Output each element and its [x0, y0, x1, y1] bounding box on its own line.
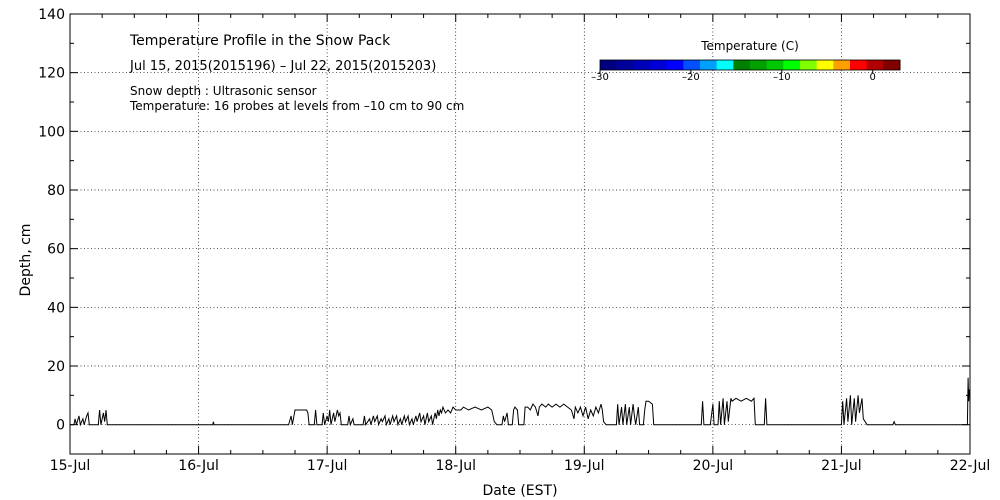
y-tick-label: 80	[47, 183, 65, 199]
axis-ticks	[69, 13, 971, 455]
x-tick-label: 20-Jul	[693, 458, 734, 474]
colorbar-tick-label: –10	[773, 72, 791, 83]
colorbar-swatch	[883, 60, 901, 70]
x-tick-label: 19-Jul	[564, 458, 605, 474]
colorbar-swatch	[666, 60, 684, 70]
colorbar-swatch	[783, 60, 801, 70]
colorbar-swatch	[850, 60, 868, 70]
colorbar-swatch	[600, 60, 618, 70]
colorbar-frame	[599, 59, 901, 71]
colorbar-swatch	[866, 60, 884, 70]
colorbar-tick-label: –30	[591, 72, 609, 83]
colorbar-swatch	[616, 60, 634, 70]
plot-frame	[69, 13, 971, 455]
colorbar-swatch	[800, 60, 818, 70]
colorbar-swatch	[733, 60, 751, 70]
series-line-snow-depth	[70, 377, 971, 427]
note-temperature-probes: Temperature: 16 probes at levels from –1…	[129, 99, 464, 113]
colorbar: –30 –20 –10 0	[591, 59, 901, 83]
x-tick-label: 15-Jul	[50, 458, 91, 474]
x-tick-label: 22-Jul	[950, 458, 991, 474]
chart-subtitle: Jul 15, 2015(2015196) – Jul 22, 2015(201…	[129, 59, 436, 74]
x-tick-label: 16-Jul	[178, 458, 219, 474]
axis-title-y: Depth, cm	[18, 224, 34, 297]
note-snow-depth: Snow depth : Ultrasonic sensor	[130, 84, 317, 98]
y-tick-label: 0	[56, 418, 65, 434]
colorbar-tick-label: 0	[870, 72, 876, 83]
axis-title-x: Date (EST)	[482, 483, 557, 499]
series-layer	[70, 377, 971, 427]
y-tick-label: 100	[38, 124, 65, 140]
colorbar-swatch	[700, 60, 718, 70]
colorbar-swatch	[716, 60, 734, 70]
chart-title: Temperature Profile in the Snow Pack	[129, 33, 391, 49]
colorbar-tick-label: –20	[682, 72, 700, 83]
colorbar-swatch	[750, 60, 768, 70]
y-tick-label: 60	[47, 242, 65, 258]
x-tick-label: 18-Jul	[435, 458, 476, 474]
x-tick-label: 21-Jul	[821, 458, 862, 474]
colorbar-swatch	[683, 60, 701, 70]
y-tick-label: 140	[38, 7, 65, 23]
colorbar-swatch	[766, 60, 784, 70]
colorbar-swatch	[650, 60, 668, 70]
colorbar-swatch	[816, 60, 834, 70]
y-tick-label: 20	[47, 359, 65, 375]
tick-labels: 15-Jul 16-Jul 17-Jul 18-Jul 19-Jul 20-Jul 21-J…	[38, 7, 990, 474]
grid-lines	[70, 14, 970, 454]
colorbar-swatch	[833, 60, 851, 70]
colorbar-swatch	[633, 60, 651, 70]
colorbar-title: Temperature (C)	[700, 39, 799, 53]
x-tick-label: 17-Jul	[307, 458, 348, 474]
y-tick-label: 120	[38, 66, 65, 82]
y-tick-label: 40	[47, 300, 65, 316]
